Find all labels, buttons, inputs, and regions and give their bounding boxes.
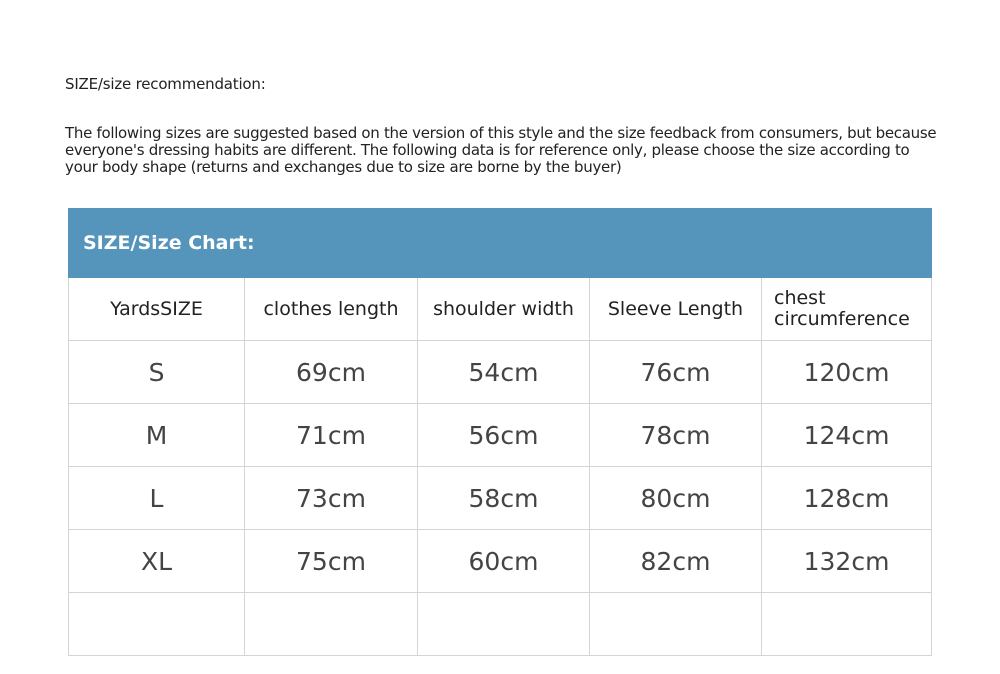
table-cell: 73cm	[244, 466, 418, 530]
column-header: clothes length	[244, 277, 418, 341]
table-cell	[68, 592, 245, 656]
table-row	[68, 592, 933, 656]
size-description: The following sizes are suggested based …	[65, 124, 937, 176]
table-cell: L	[68, 466, 245, 530]
table-header-row: YardsSIZE clothes length shoulder width …	[68, 277, 933, 341]
table-cell: 58cm	[417, 466, 590, 530]
table-cell: 124cm	[760, 403, 933, 467]
table-cell: 132cm	[760, 529, 933, 593]
table-cell: M	[68, 403, 245, 467]
table-cell: 128cm	[760, 466, 933, 530]
table-cell	[417, 592, 590, 656]
table-row: S 69cm 54cm 76cm 120cm	[68, 340, 933, 404]
table-cell: 75cm	[244, 529, 418, 593]
table-cell: S	[68, 340, 245, 404]
table-row: XL 75cm 60cm 82cm 132cm	[68, 529, 933, 593]
table-cell	[589, 592, 762, 656]
table-row: L 73cm 58cm 80cm 128cm	[68, 466, 933, 530]
table-cell: 80cm	[589, 466, 762, 530]
table-cell: XL	[68, 529, 245, 593]
table-cell: 76cm	[589, 340, 762, 404]
table-cell: 60cm	[417, 529, 590, 593]
table-cell: 82cm	[589, 529, 762, 593]
table-row: M 71cm 56cm 78cm 124cm	[68, 403, 933, 467]
table-cell	[760, 592, 933, 656]
page-title: SIZE/size recommendation:	[65, 75, 266, 93]
column-header: shoulder width	[417, 277, 590, 341]
table-cell: 56cm	[417, 403, 590, 467]
table-cell: 120cm	[760, 340, 933, 404]
table-cell: 71cm	[244, 403, 418, 467]
column-header: YardsSIZE	[68, 277, 245, 341]
size-chart-table: SIZE/Size Chart: YardsSIZE clothes lengt…	[67, 208, 933, 656]
column-header: Sleeve Length	[589, 277, 762, 341]
table-cell: 78cm	[589, 403, 762, 467]
table-cell	[244, 592, 418, 656]
table-cell: 54cm	[417, 340, 590, 404]
table-cell: 69cm	[244, 340, 418, 404]
size-chart-title: SIZE/Size Chart:	[67, 208, 933, 278]
column-header: chest circumference	[760, 277, 933, 341]
